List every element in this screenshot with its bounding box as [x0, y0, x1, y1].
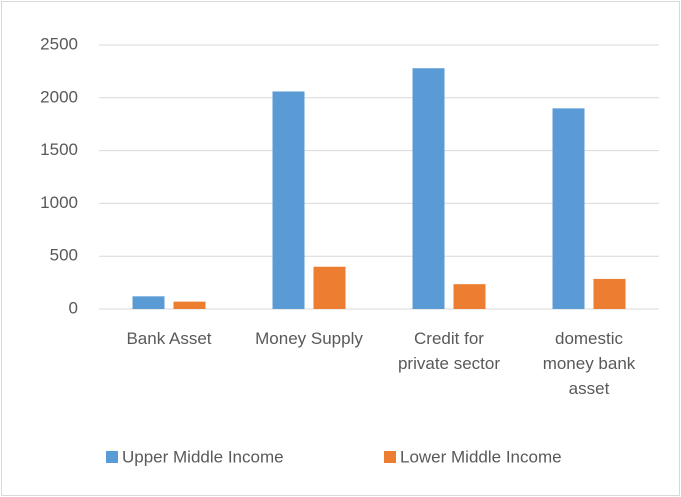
- x-tick-label: Bank Asset: [126, 329, 212, 348]
- y-tick-label: 0: [69, 298, 78, 317]
- y-tick-label: 500: [50, 246, 78, 265]
- legend-label: Lower Middle Income: [400, 447, 562, 466]
- bar: [173, 301, 206, 309]
- y-tick-label: 1500: [40, 140, 78, 159]
- bar: [552, 108, 585, 309]
- y-tick-label: 2000: [40, 87, 78, 106]
- bar: [453, 284, 486, 309]
- bar: [412, 68, 445, 310]
- bar: [593, 278, 626, 309]
- bar: [132, 296, 165, 309]
- y-tick-label: 1000: [40, 193, 78, 212]
- legend-swatch: [384, 451, 396, 463]
- x-tick-label: Credit for private sector: [397, 329, 501, 373]
- bar: [272, 91, 305, 310]
- x-tick-label: Money Supply: [255, 329, 363, 348]
- y-tick-label: 2500: [40, 34, 78, 53]
- legend-label: Upper Middle Income: [122, 447, 284, 466]
- bar: [313, 266, 346, 309]
- x-tick-label: domestic money bank asset: [542, 329, 636, 398]
- legend-swatch: [106, 451, 118, 463]
